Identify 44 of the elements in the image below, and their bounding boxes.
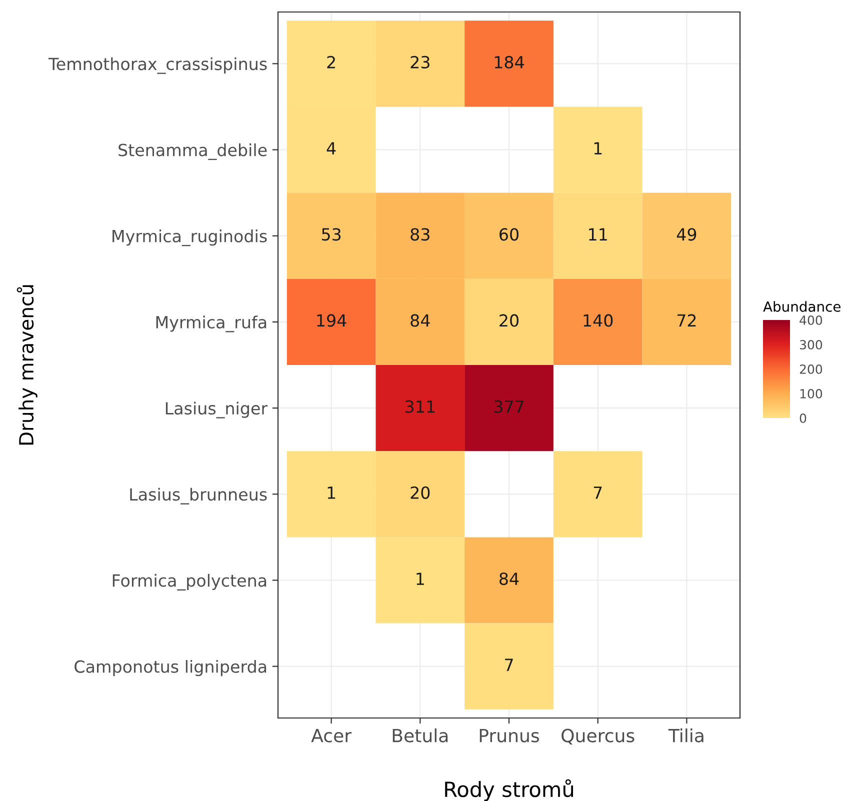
data-label: 184: [494, 56, 524, 68]
data-label: 1: [328, 486, 336, 499]
color-bar-label: 100: [800, 388, 822, 398]
color-bar-label: 0: [800, 413, 806, 423]
y-tick-label: Myrmica_rufa: [156, 316, 266, 332]
data-label: 49: [676, 228, 696, 241]
x-tick-label: Prunus: [480, 728, 539, 742]
data-label: 72: [677, 314, 696, 327]
color-bar-label: 200: [800, 364, 822, 374]
x-tick-label: Acer: [311, 728, 352, 742]
y-axis-title: Druhy mravenců: [16, 285, 38, 445]
data-label: 194: [317, 314, 346, 327]
data-label: 11: [589, 228, 607, 240]
data-label: 311: [406, 400, 435, 413]
y-tick-label: Temnothorax_crassispinus: [48, 57, 267, 74]
y-tick-label: Stenamma_debile: [118, 143, 267, 160]
color-bar-label: 400: [800, 315, 822, 325]
color-bar-title: Abundance: [763, 301, 840, 312]
data-label: 377: [494, 400, 524, 413]
y-tick-label: Myrmica_ruginodis: [112, 230, 267, 246]
y-tick-label: Lasius_niger: [166, 402, 268, 418]
data-label: 84: [500, 572, 519, 586]
x-tick-label: Tilia: [668, 728, 704, 742]
y-tick-label: Camponotus ligniperda: [74, 660, 266, 676]
data-label: 60: [500, 228, 518, 241]
data-label: 1: [594, 142, 602, 154]
y-tick-label: Formica_polyctena: [112, 574, 266, 591]
x-tick-label: Betula: [392, 728, 448, 742]
data-label: 4: [326, 142, 336, 154]
data-label: 2: [327, 56, 335, 68]
data-label: 140: [584, 314, 613, 327]
y-tick-label: Lasius_brunneus: [130, 488, 267, 504]
data-label: 53: [322, 228, 341, 241]
data-label: 23: [410, 56, 430, 68]
x-tick-label: Quercus: [562, 728, 634, 744]
data-label: 83: [410, 228, 430, 241]
data-label: 20: [500, 314, 518, 327]
data-label: 20: [410, 486, 430, 499]
x-axis-title: Rody stromů: [445, 779, 574, 801]
data-label: 1: [416, 572, 424, 585]
data-label: 84: [410, 314, 430, 327]
color-bar-label: 300: [800, 340, 822, 350]
data-label: 7: [594, 486, 602, 499]
data-label: 7: [505, 658, 513, 671]
